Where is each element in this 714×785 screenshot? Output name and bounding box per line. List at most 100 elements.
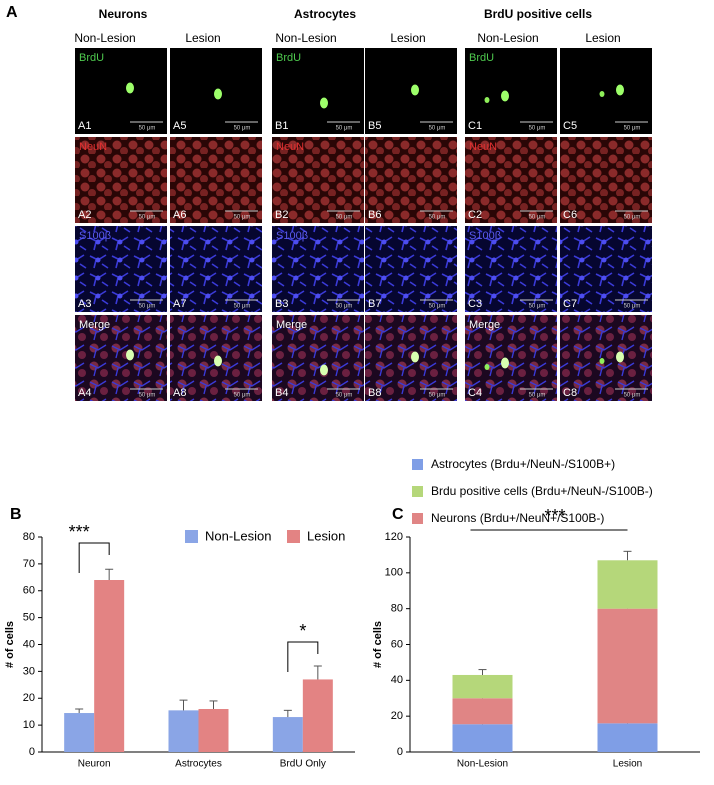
column-label: Lesion bbox=[185, 31, 220, 45]
legend-swatch bbox=[412, 459, 423, 470]
y-tick-label: 40 bbox=[391, 674, 403, 686]
panel-id: A1 bbox=[78, 120, 91, 132]
micrograph bbox=[170, 137, 262, 223]
panel-id: B8 bbox=[368, 387, 381, 399]
micrograph bbox=[465, 48, 557, 134]
panel-id: B2 bbox=[275, 209, 288, 221]
panel-id: C8 bbox=[563, 387, 577, 399]
group-title: BrdU positive cells bbox=[484, 7, 592, 21]
bar bbox=[64, 713, 95, 752]
legend-label: Lesion bbox=[307, 528, 345, 543]
bar bbox=[94, 580, 125, 752]
micrograph bbox=[465, 315, 557, 401]
micrograph bbox=[365, 137, 457, 223]
legend-swatch bbox=[185, 530, 198, 543]
y-tick-label: 80 bbox=[391, 603, 403, 615]
y-axis-label: # of cells bbox=[372, 621, 384, 668]
channel-label: NeuN bbox=[276, 141, 304, 153]
micrograph bbox=[365, 315, 457, 401]
scale-label: 50 μm bbox=[429, 126, 446, 132]
panel-id: B1 bbox=[275, 120, 288, 132]
scale-label: 50 μm bbox=[624, 304, 641, 310]
micrograph bbox=[75, 48, 167, 134]
micrograph bbox=[272, 315, 364, 401]
scale-label: 50 μm bbox=[139, 215, 156, 221]
channel-label: BrdU bbox=[79, 52, 104, 64]
scale-label: 50 μm bbox=[429, 215, 446, 221]
panel-label: C bbox=[392, 506, 404, 523]
micrograph bbox=[365, 48, 457, 134]
panel-id: B4 bbox=[275, 387, 288, 399]
scale-label: 50 μm bbox=[139, 126, 156, 132]
panel-id: C5 bbox=[563, 120, 577, 132]
panel-label: B bbox=[10, 506, 22, 523]
channel-label: BrdU bbox=[469, 52, 494, 64]
scale-label: 50 μm bbox=[429, 393, 446, 399]
bar-segment bbox=[597, 723, 658, 752]
panel-id: C7 bbox=[563, 298, 577, 310]
scale-label: 50 μm bbox=[529, 393, 546, 399]
brdu-cell bbox=[501, 90, 509, 102]
y-tick-label: 0 bbox=[397, 746, 403, 758]
brdu-cell bbox=[616, 351, 624, 363]
group-title: Astrocytes bbox=[294, 7, 356, 21]
scale-label: 50 μm bbox=[336, 126, 353, 132]
micrograph bbox=[75, 226, 167, 312]
panel-id: B5 bbox=[368, 120, 381, 132]
panel-id: B6 bbox=[368, 209, 381, 221]
brdu-cell bbox=[599, 91, 605, 97]
bar bbox=[302, 679, 333, 752]
micrograph bbox=[465, 226, 557, 312]
brdu-cell bbox=[599, 358, 605, 364]
channel-label: NeuN bbox=[79, 141, 107, 153]
bar-segment bbox=[597, 560, 658, 609]
x-tick-label: BrdU Only bbox=[280, 759, 326, 770]
scale-label: 50 μm bbox=[336, 304, 353, 310]
scale-label: 50 μm bbox=[336, 393, 353, 399]
panel-id: C2 bbox=[468, 209, 482, 221]
panel-id: A3 bbox=[78, 298, 91, 310]
y-tick-label: 80 bbox=[23, 531, 35, 543]
scale-label: 50 μm bbox=[139, 393, 156, 399]
micrograph bbox=[560, 48, 652, 134]
scale-label: 50 μm bbox=[624, 215, 641, 221]
y-tick-label: 0 bbox=[29, 746, 35, 758]
micrograph bbox=[272, 137, 364, 223]
y-tick-label: 30 bbox=[23, 665, 35, 677]
micrograph bbox=[465, 137, 557, 223]
brdu-cell bbox=[616, 84, 624, 96]
channel-label: S100β bbox=[276, 230, 308, 242]
scale-label: 50 μm bbox=[529, 304, 546, 310]
panel-id: A7 bbox=[173, 298, 186, 310]
scale-label: 50 μm bbox=[529, 215, 546, 221]
scale-label: 50 μm bbox=[139, 304, 156, 310]
brdu-cell bbox=[484, 97, 490, 103]
channel-label: S100β bbox=[469, 230, 501, 242]
x-tick-label: Lesion bbox=[613, 759, 642, 770]
legend-label: Astrocytes (Brdu+/NeuN-/S100B+) bbox=[431, 457, 615, 471]
micrograph bbox=[365, 226, 457, 312]
scale-label: 50 μm bbox=[529, 126, 546, 132]
panel-id: C4 bbox=[468, 387, 482, 399]
scale-label: 50 μm bbox=[624, 126, 641, 132]
x-tick-label: Neuron bbox=[78, 759, 111, 770]
y-tick-label: 40 bbox=[23, 638, 35, 650]
brdu-cell bbox=[411, 84, 419, 96]
y-tick-label: 60 bbox=[23, 585, 35, 597]
brdu-cell bbox=[214, 88, 222, 100]
y-axis-label: # of cells bbox=[4, 621, 16, 668]
channel-label: NeuN bbox=[469, 141, 497, 153]
legend-label: Neurons (Brdu+/NeuN+/S100B-) bbox=[431, 511, 604, 525]
y-tick-label: 60 bbox=[391, 638, 403, 650]
bar bbox=[198, 709, 229, 752]
legend-label: Non-Lesion bbox=[205, 528, 272, 543]
micrograph bbox=[170, 226, 262, 312]
panel-id: B3 bbox=[275, 298, 288, 310]
panel-id: C3 bbox=[468, 298, 482, 310]
panel-label: A bbox=[6, 4, 18, 21]
legend-swatch bbox=[287, 530, 300, 543]
scale-label: 50 μm bbox=[624, 393, 641, 399]
significance: * bbox=[299, 621, 306, 641]
micrograph bbox=[560, 137, 652, 223]
